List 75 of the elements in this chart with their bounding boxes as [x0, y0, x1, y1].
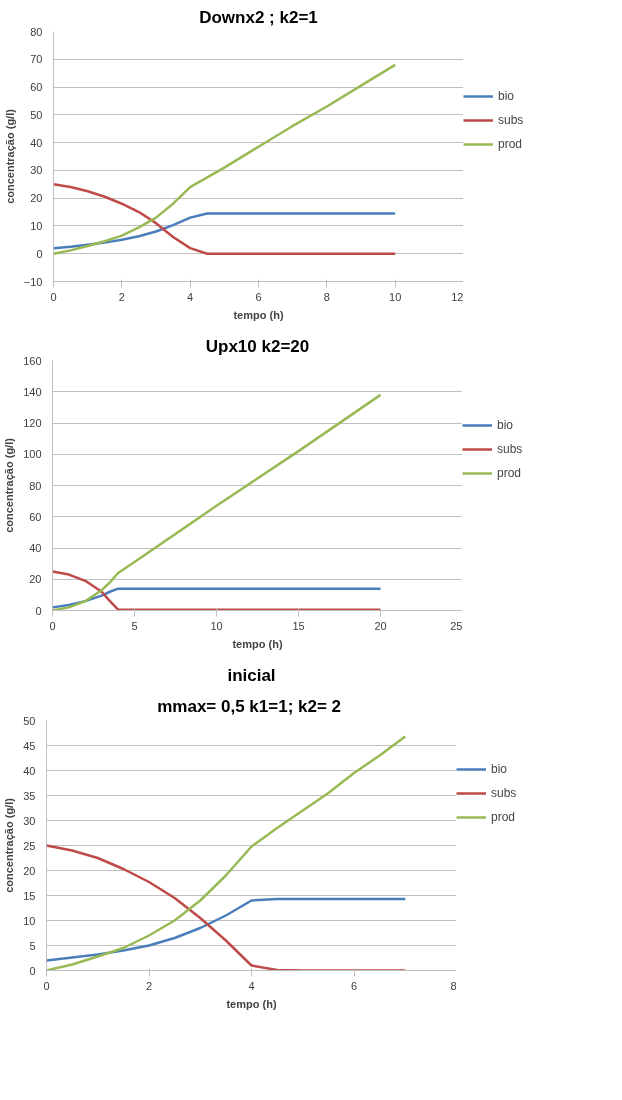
y-axis-title: concentração (g/l) [3, 797, 16, 893]
y-axis-title: concentração (g/l) [3, 437, 16, 533]
line-series [46, 844, 407, 971]
x-tick-label: 8 [323, 290, 330, 303]
legend-label: bio [498, 88, 515, 103]
x-tick-label: 4 [248, 979, 255, 992]
line-series [46, 897, 407, 962]
x-tick-label: 15 [292, 619, 305, 632]
y-tick-label: 20 [23, 864, 36, 877]
x-tick-label: 2 [145, 979, 153, 992]
y-tick-label: 70 [30, 53, 43, 66]
y-tick-label: 60 [29, 510, 42, 523]
x-tick-label: 20 [374, 619, 387, 632]
y-tick-label: 15 [23, 889, 36, 902]
y-tick-label: 80 [30, 25, 43, 38]
x-tick-label: 2 [118, 290, 125, 303]
y-tick-label: 10 [23, 914, 36, 927]
y-tick-label: 160 [23, 354, 42, 367]
x-tick-label: 10 [210, 619, 223, 632]
line-series [46, 735, 407, 971]
x-tick-label: 0 [49, 619, 56, 632]
y-tick-label: 45 [23, 739, 36, 752]
x-tick-label: 25 [450, 619, 463, 632]
y-tick-label: 50 [30, 108, 43, 121]
y-tick-label: 120 [23, 417, 42, 429]
legend-label: prod [491, 810, 516, 824]
y-tick-label: 30 [30, 164, 43, 177]
y-tick-label: 40 [29, 542, 42, 554]
x-tick-label: 8 [450, 979, 457, 992]
line-series [52, 587, 382, 609]
x-axis-title: tempo (h) [232, 637, 283, 650]
y-tick-label: −10 [23, 275, 43, 288]
y-tick-label: 25 [23, 839, 36, 852]
chart-title: Upx10 k2=20 [205, 336, 310, 356]
x-tick-label: 4 [187, 290, 194, 303]
y-axis-title: concentração (g/l) [3, 108, 16, 204]
y-tick-label: 20 [30, 192, 43, 205]
y-tick-label: 140 [23, 385, 42, 398]
line-series [53, 183, 397, 255]
legend-label: subs [497, 441, 523, 456]
y-tick-label: 0 [36, 247, 43, 260]
line-series [52, 393, 382, 611]
x-tick-label: 6 [255, 290, 262, 303]
y-tick-label: 20 [29, 573, 42, 586]
legend-label: prod [497, 465, 522, 480]
legend-label: bio [497, 417, 514, 432]
x-axis-title: tempo (h) [226, 997, 277, 1010]
line-series [52, 570, 382, 611]
x-tick-label: 6 [350, 979, 358, 992]
y-tick-label: 50 [23, 714, 36, 727]
line-series [53, 63, 397, 255]
legend-label: subs [498, 112, 524, 127]
line-series [53, 212, 397, 250]
y-tick-label: 40 [30, 136, 43, 149]
x-tick-label: 0 [50, 290, 57, 303]
y-tick-label: 60 [30, 81, 43, 94]
y-tick-label: 10 [30, 219, 43, 232]
y-tick-label: 30 [23, 814, 36, 827]
y-tick-label: 35 [23, 789, 36, 802]
legend-label: prod [498, 136, 523, 151]
x-tick-label: 12 [451, 290, 464, 303]
chart-subtitle: mmax= 0,5 k1=1; k2= 2 [157, 696, 342, 716]
y-tick-label: 0 [35, 604, 42, 617]
chart-title: inicial [227, 665, 276, 685]
chart-title: Downx2 ; k2=1 [199, 7, 318, 27]
y-tick-label: 0 [29, 964, 36, 977]
legend-label: subs [491, 786, 517, 800]
x-tick-label: 5 [131, 619, 138, 632]
x-axis-title: tempo (h) [233, 308, 284, 321]
y-tick-label: 5 [29, 939, 36, 952]
y-tick-label: 80 [29, 479, 42, 492]
legend-label: bio [491, 762, 508, 776]
y-tick-label: 100 [23, 448, 42, 461]
x-tick-label: 10 [389, 290, 402, 303]
y-tick-label: 40 [23, 764, 36, 777]
